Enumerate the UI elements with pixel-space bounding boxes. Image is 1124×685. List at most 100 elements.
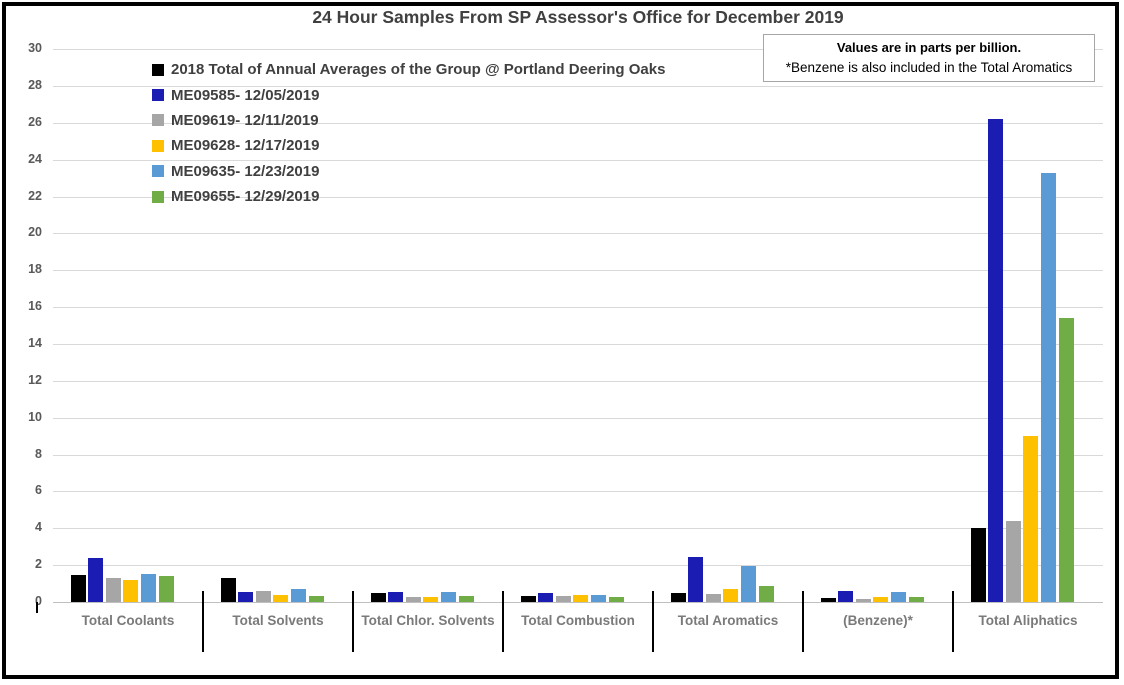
y-tick-label: 8: [35, 446, 42, 461]
category-label: Total Coolants: [81, 613, 175, 628]
legend-item-2: ME09585- 12/05/2019: [152, 82, 665, 107]
x-axis-line: [53, 602, 1103, 603]
annotation-box: Values are in parts per billion. *Benzen…: [763, 34, 1095, 82]
gridline: [53, 85, 1103, 87]
legend-item-1: 2018 Total of Annual Averages of the Gro…: [152, 57, 665, 82]
y-tick-label: 6: [35, 483, 42, 498]
legend-swatch-icon: [152, 89, 164, 102]
bar-series3-cat3: [405, 597, 421, 602]
legend-label: 2018 Total of Annual Averages of the Gro…: [171, 61, 666, 79]
category-divider: [502, 591, 504, 652]
category-divider: [952, 591, 954, 652]
y-tick-label: 2: [35, 557, 42, 572]
legend-swatch-icon: [152, 63, 164, 76]
bar-series5-cat5: [740, 566, 756, 602]
bar-series6-cat2: [308, 596, 324, 602]
category-divider: [202, 591, 204, 652]
bar-series1-cat6: [820, 598, 836, 602]
bar-series2-cat5: [688, 556, 704, 602]
bar-series5-cat2: [290, 589, 306, 602]
bar-series1-cat3: [370, 592, 386, 602]
bar-series4-cat1: [123, 579, 139, 602]
bar-series2-cat7: [988, 119, 1004, 602]
y-tick-label: 16: [28, 299, 42, 314]
bar-series2-cat2: [238, 591, 254, 602]
bar-series3-cat2: [255, 590, 271, 602]
gridline: [53, 159, 1103, 161]
y-tick-label: 10: [28, 409, 42, 424]
bar-series4-cat2: [273, 594, 289, 602]
bar-series1-cat4: [520, 595, 536, 602]
bar-series4-cat4: [573, 594, 589, 602]
annotation-units-line: Values are in parts per billion.: [836, 39, 1022, 55]
category-divider: [352, 591, 354, 652]
bar-series6-cat3: [458, 595, 474, 602]
axis-origin-tick: [36, 602, 38, 613]
gridline: [53, 196, 1103, 198]
gridline: [53, 307, 1103, 309]
gridline: [53, 233, 1103, 235]
bar-series1-cat2: [220, 578, 236, 602]
bar-series2-cat1: [88, 557, 104, 602]
legend-label: ME09628- 12/17/2019: [171, 137, 320, 155]
gridline: [53, 270, 1103, 272]
bar-series1-cat5: [670, 592, 686, 602]
bar-series5-cat6: [890, 591, 906, 602]
category-label: Total Aliphatics: [978, 613, 1078, 628]
gridline: [53, 454, 1103, 456]
category-label: (Benzene)*: [843, 613, 913, 628]
gridline: [53, 528, 1103, 530]
y-tick-label: 18: [28, 262, 42, 277]
category-label: Total Solvents: [232, 613, 324, 628]
y-tick-label: 24: [28, 151, 42, 166]
legend-label: ME09635- 12/23/2019: [171, 162, 320, 180]
bar-series6-cat5: [758, 586, 774, 602]
legend-label: ME09585- 12/05/2019: [171, 86, 320, 104]
annotation-benzene-line: *Benzene is also included in the Total A…: [785, 59, 1073, 75]
legend-swatch-icon: [152, 139, 164, 152]
bar-series2-cat6: [838, 590, 854, 602]
bar-series2-cat3: [388, 591, 404, 602]
category-label: Total Combustion: [521, 613, 635, 628]
legend-item-3: ME09619- 12/11/2019: [152, 108, 665, 133]
legend-item-6: ME09655- 12/29/2019: [152, 184, 665, 209]
y-tick-label: 20: [28, 225, 42, 240]
bar-series5-cat1: [140, 574, 156, 602]
legend-item-4: ME09628- 12/17/2019: [152, 133, 665, 158]
bar-series2-cat4: [538, 592, 554, 602]
bar-series1-cat7: [970, 528, 986, 602]
bar-series5-cat4: [590, 594, 606, 602]
gridline: [53, 417, 1103, 419]
y-tick-label: 14: [28, 335, 42, 350]
legend: 2018 Total of Annual Averages of the Gro…: [152, 57, 665, 209]
bar-series3-cat5: [705, 593, 721, 602]
legend-item-5: ME09635- 12/23/2019: [152, 159, 665, 184]
category-divider: [652, 591, 654, 652]
y-tick-label: 28: [28, 77, 42, 92]
legend-swatch-icon: [152, 114, 164, 127]
gridline: [53, 491, 1103, 493]
bar-series6-cat4: [608, 597, 624, 602]
bar-series6-cat1: [158, 576, 174, 602]
gridline: [53, 343, 1103, 345]
legend-swatch-icon: [152, 190, 164, 203]
bar-series3-cat1: [105, 578, 121, 602]
legend-label: ME09655- 12/29/2019: [171, 188, 320, 206]
y-tick-label: 0: [35, 594, 42, 608]
bar-series5-cat7: [1040, 172, 1056, 602]
bar-series4-cat6: [873, 597, 889, 602]
gridline: [53, 565, 1103, 567]
gridline: [53, 380, 1103, 382]
legend-label: ME09619- 12/11/2019: [171, 111, 319, 129]
chart-title: 24 Hour Samples From SP Assessor's Offic…: [312, 7, 844, 27]
category-divider: [802, 591, 804, 652]
bar-series5-cat3: [440, 591, 456, 602]
bar-series4-cat3: [423, 597, 439, 602]
bar-series4-cat7: [1023, 436, 1039, 602]
bar-series6-cat7: [1058, 318, 1074, 602]
y-tick-label: 22: [28, 188, 42, 203]
gridline: [53, 122, 1103, 124]
legend-swatch-icon: [152, 165, 164, 178]
